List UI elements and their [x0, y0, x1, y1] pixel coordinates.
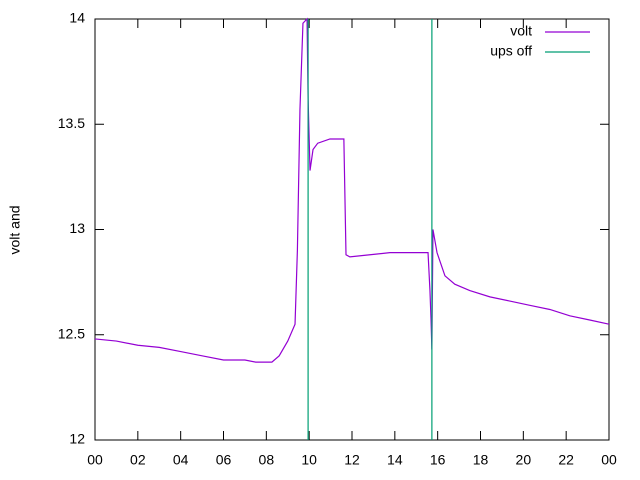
- plot-border: [94, 18, 610, 441]
- x-tick-label: 16: [430, 452, 446, 468]
- line: [94, 17, 610, 363]
- x-tick-label: 22: [558, 452, 574, 468]
- x-tick-label: 08: [259, 452, 275, 468]
- x-tick-label: 00: [87, 452, 103, 468]
- legend-label: volt: [510, 23, 532, 39]
- x-tick-label: 12: [344, 452, 360, 468]
- x-tick-label: 18: [473, 452, 489, 468]
- x-tick-label: 14: [387, 452, 403, 468]
- x-tick-label: 10: [301, 452, 317, 468]
- x-tick-label: 02: [130, 452, 146, 468]
- x-tick-label: 06: [216, 452, 232, 468]
- y-tick-label: 13.5: [58, 115, 85, 131]
- y-tick-label: 13: [69, 220, 85, 236]
- y-axis-label: volt and: [7, 205, 23, 254]
- x-tick-label: 00: [601, 452, 617, 468]
- y-tick-label: 12.5: [58, 325, 85, 341]
- x-tick-label: 04: [173, 452, 189, 468]
- y-tick-label: 12: [69, 431, 85, 447]
- y-tick-label: 14: [69, 10, 85, 26]
- legend-label: ups off: [490, 43, 532, 59]
- x-tick-label: 20: [516, 452, 532, 468]
